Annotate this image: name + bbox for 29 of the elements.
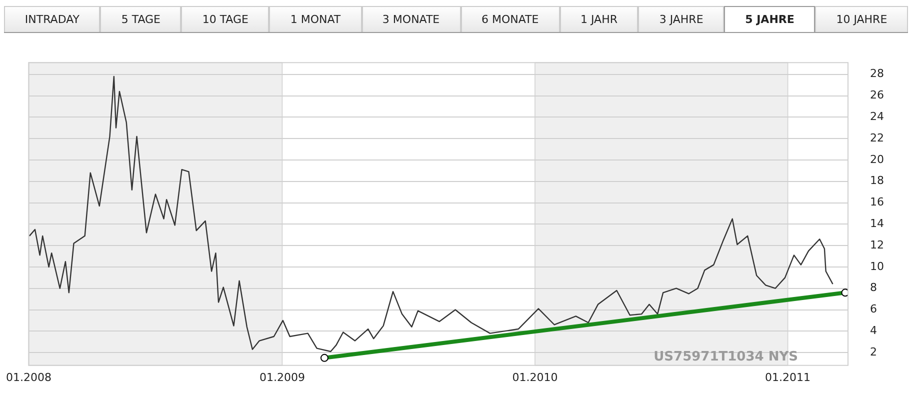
x-tick-label: 01.2009 [259,370,305,384]
text: 1 MONAT [269,6,362,32]
text: 1 JAHR [560,6,638,32]
y-tick-label: 18 [870,174,884,188]
text: 10 TAGE [181,6,270,32]
y-tick-label: 24 [870,110,884,124]
y-tick-label: 16 [870,196,884,209]
y-tick-label: 28 [870,67,884,80]
y-tick-label: 22 [870,131,884,144]
text: 10 JAHRE [815,6,908,32]
y-tick-label: 12 [870,238,884,252]
annotation: US75971T1034 NYS [654,349,798,364]
text: INTRADAY [4,6,100,32]
y-tick-label: 20 [870,152,884,166]
text: 3 MONATE [362,6,461,32]
x-tick-label: 01.2010 [512,370,558,384]
text: 6 MONATE [460,6,560,32]
y-tick-label: 2 [870,345,878,358]
y-tick-label: 14 [870,217,884,230]
y-tick-label: 26 [870,88,884,102]
y-tick-label: 10 [870,260,884,273]
text: 5 TAGE [100,6,182,32]
text: 5 JAHRE [724,6,816,32]
text: 3 JAHRE [638,6,724,32]
x-tick-label: 01.2011 [765,370,811,384]
y-tick-label: 4 [870,324,878,338]
x-tick-label: 01.2008 [6,370,52,384]
y-tick-label: 6 [870,302,878,316]
y-tick-label: 8 [870,281,878,294]
